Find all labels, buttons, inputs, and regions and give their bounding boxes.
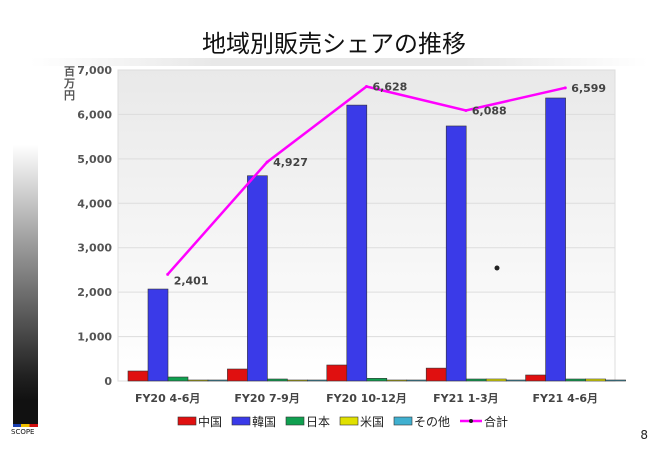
- data-label: 6,599: [571, 82, 606, 95]
- page-number: 8: [640, 428, 648, 442]
- bar-日本: [267, 378, 288, 382]
- bar-中国: [525, 374, 546, 382]
- total-point: [166, 272, 170, 276]
- bar-その他: [406, 379, 428, 382]
- y-tick-label: 4,000: [77, 197, 112, 210]
- y-tick-label: 6,000: [77, 108, 112, 121]
- bar-日本: [565, 378, 586, 382]
- bar-韓国: [147, 288, 169, 382]
- bar-米国: [287, 379, 308, 382]
- legend-label: その他: [414, 415, 450, 429]
- y-tick-label: 0: [104, 375, 112, 388]
- legend-label: 中国: [198, 414, 222, 429]
- legend-label: 日本: [306, 415, 330, 429]
- bar-米国: [386, 379, 408, 382]
- bar-中国: [425, 367, 447, 382]
- legend-swatch: [393, 416, 413, 426]
- bar-その他: [505, 379, 527, 382]
- bar-中国: [326, 364, 348, 382]
- legend-swatch: [339, 416, 359, 426]
- x-tick-label: FY20 7-9月: [234, 392, 300, 405]
- scope-logo: [13, 400, 38, 424]
- total-point: [563, 86, 567, 90]
- data-label: 6,628: [373, 81, 408, 94]
- bar-その他: [605, 379, 626, 382]
- x-tick-label: FY21 1-3月: [433, 392, 499, 405]
- y-tick-label: 3,000: [77, 242, 112, 255]
- y-tick-label: 5,000: [77, 153, 112, 166]
- logo-stripe: [13, 424, 38, 427]
- data-label: 6,088: [472, 105, 507, 118]
- y-axis-label: 百万円: [64, 65, 75, 102]
- bar-米国: [187, 379, 209, 382]
- bar-米国: [485, 378, 507, 382]
- bar-韓国: [346, 104, 368, 382]
- data-label: 4,927: [273, 156, 308, 169]
- title-underline: [30, 58, 648, 66]
- legend-marker: [469, 419, 473, 423]
- bar-その他: [207, 379, 229, 382]
- bar-日本: [167, 376, 189, 382]
- sidebar-gradient: [13, 145, 38, 400]
- logo-text: SCOPE: [11, 428, 35, 436]
- legend-swatch: [231, 416, 251, 426]
- legend-label: 韓国: [252, 415, 276, 429]
- total-point: [265, 160, 269, 164]
- bar-日本: [366, 378, 388, 382]
- bar-日本: [465, 378, 487, 382]
- chart-title: 地域別販売シェアの推移: [202, 30, 466, 58]
- bar-韓国: [445, 125, 467, 382]
- total-point: [365, 85, 368, 89]
- y-tick-label: 2,000: [77, 286, 112, 299]
- x-tick-label: FY21 4-6月: [533, 392, 599, 405]
- x-tick-label: FY20 4-6月: [135, 392, 201, 405]
- bar-米国: [585, 378, 606, 382]
- total-point: [464, 109, 468, 113]
- legend-swatch: [177, 416, 197, 426]
- y-tick-label: 7,000: [77, 64, 112, 77]
- bar-中国: [127, 370, 149, 382]
- data-label: 2,401: [174, 274, 209, 287]
- bar-その他: [307, 379, 328, 382]
- x-tick-label: FY20 10-12月: [326, 392, 407, 405]
- stray-dot: [494, 265, 500, 271]
- legend-swatch: [285, 416, 305, 426]
- legend-label: 米国: [360, 415, 384, 429]
- bar-韓国: [545, 97, 566, 382]
- y-tick-label: 1,000: [77, 331, 112, 344]
- legend-label: 合計: [484, 414, 508, 429]
- bar-中国: [227, 368, 248, 382]
- bar-韓国: [247, 175, 268, 382]
